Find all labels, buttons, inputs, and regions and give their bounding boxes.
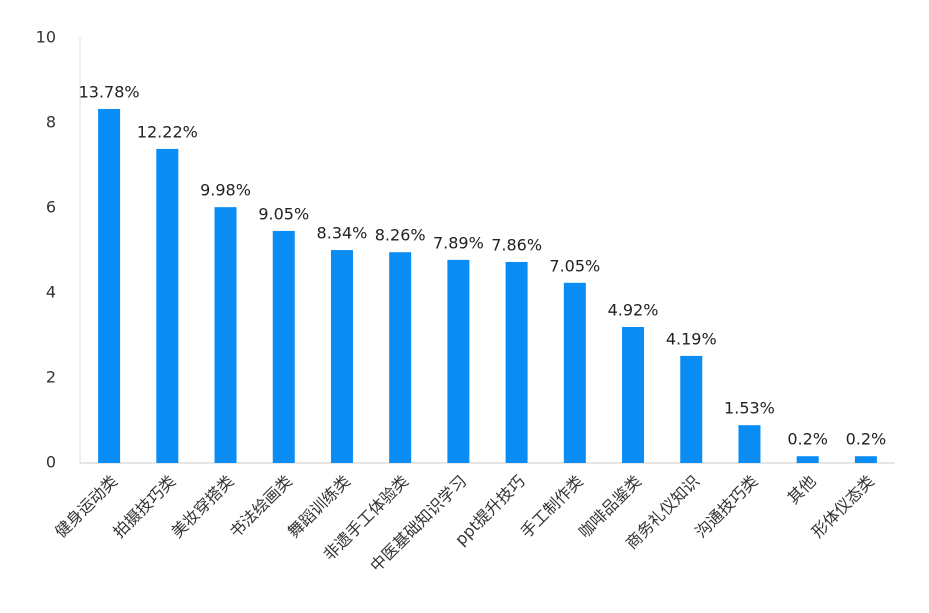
bar (156, 148, 179, 464)
data-label: 1.53% (724, 399, 775, 418)
y-tick-label: 0 (46, 453, 56, 472)
bar (98, 108, 121, 463)
data-label: 0.2% (787, 430, 828, 449)
y-tick-label: 2 (46, 368, 56, 387)
bar (680, 355, 703, 463)
x-tick-label: 手工制作类 (517, 472, 587, 542)
data-label: 12.22% (137, 122, 198, 141)
x-tick-label: 形体仪态类 (808, 472, 878, 542)
bar (447, 259, 470, 463)
y-tick-label: 4 (46, 283, 56, 302)
data-label: 7.05% (549, 256, 600, 275)
bar (563, 282, 586, 463)
x-tick-label: 沟通技巧类 (691, 472, 761, 542)
data-label: 4.19% (666, 329, 717, 348)
x-tick-label: 拍摄技巧类 (109, 472, 179, 542)
data-label: 13.78% (79, 82, 140, 101)
x-tick-label: 健身运动类 (51, 472, 121, 542)
y-tick-label: 6 (46, 198, 56, 217)
data-label: 4.92% (608, 301, 659, 320)
bar (622, 327, 645, 463)
bar (330, 250, 353, 463)
data-label: 8.26% (375, 226, 426, 245)
y-tick-label: 10 (36, 28, 56, 47)
x-tick-label: 其他 (784, 472, 820, 508)
data-label: 8.34% (317, 224, 368, 243)
bar (272, 230, 295, 463)
data-label: 7.86% (491, 235, 542, 254)
bar (796, 456, 819, 463)
data-label: 9.05% (258, 204, 309, 223)
data-label: 9.98% (200, 181, 251, 200)
bar (854, 456, 877, 463)
x-tick-label: 书法绘画类 (226, 472, 296, 542)
bar (738, 425, 761, 463)
bar (389, 252, 412, 463)
y-tick-label: 8 (46, 113, 56, 132)
bar (505, 261, 528, 463)
x-tick-label: 美妆穿搭类 (168, 472, 238, 542)
bar (214, 207, 237, 463)
data-label: 7.89% (433, 233, 484, 252)
data-label: 0.2% (846, 430, 887, 449)
